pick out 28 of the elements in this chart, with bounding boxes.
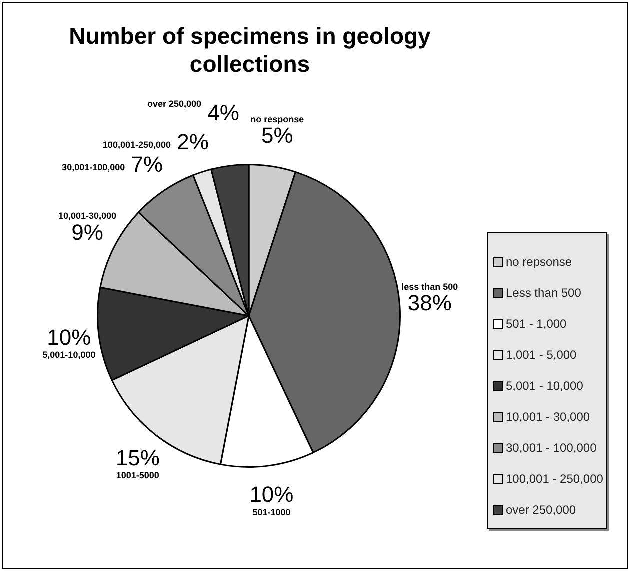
text: no response (250, 114, 304, 124)
data-label: 10% (47, 324, 92, 350)
text: 30,001-100,000 (62, 162, 126, 173)
text: 10,001-30,000 (58, 211, 117, 222)
legend-label: 100,001 - 250,000 (506, 472, 604, 486)
data-label: 7% (131, 152, 164, 178)
text: 100,001-250,000 (102, 140, 171, 150)
data-label: 15% (116, 445, 160, 470)
legend-label: 1,001 - 5,000 (506, 348, 577, 362)
text: 5,001-10,000 (42, 350, 96, 360)
data-label: 10% (250, 482, 294, 507)
legend-label: Less than 500 (506, 286, 582, 300)
text: over 250,000 (147, 98, 202, 109)
data-label: 38% (408, 290, 452, 316)
data-label: 9% (72, 220, 104, 245)
text: 501-1000 (252, 507, 291, 518)
data-label: 5% (261, 123, 294, 148)
legend-label: 10,001 - 30,000 (506, 410, 590, 424)
text: 1001-5000 (116, 470, 160, 481)
legend-label: 30,001 - 100,000 (506, 440, 597, 454)
chart-title: Number of specimens in geology collections (68, 22, 432, 78)
data-label: 4% (208, 100, 240, 126)
data-label: 2% (177, 130, 209, 155)
text: less than 500 (402, 282, 458, 292)
legend-label: 501 - 1,000 (506, 316, 567, 330)
legend-label: 5,001 - 10,000 (506, 378, 584, 392)
legend-label: over 250,000 (506, 502, 576, 516)
legend-label: no repsonse (506, 254, 572, 268)
